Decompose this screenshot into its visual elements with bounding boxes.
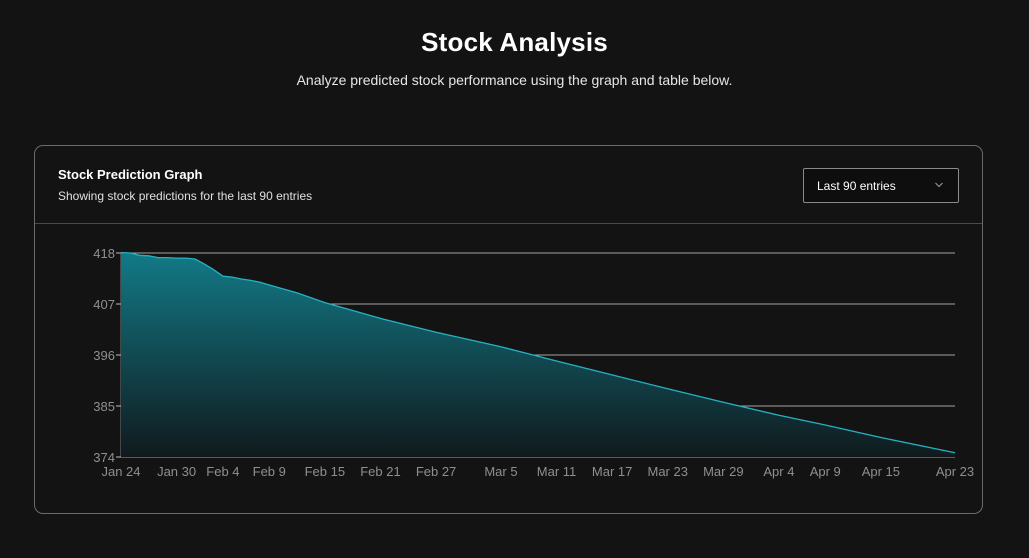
x-tick-label: Apr 15	[862, 464, 900, 479]
x-tick-label: Feb 9	[253, 464, 286, 479]
y-tick-label: 374	[93, 450, 115, 465]
x-tick-label: Mar 5	[484, 464, 517, 479]
x-tick-label: Mar 17	[592, 464, 632, 479]
series-line	[120, 251, 956, 454]
card-header: Stock Prediction Graph Showing stock pre…	[35, 146, 982, 224]
y-tick-label: 396	[93, 348, 115, 363]
entries-range-select[interactable]: Last 90 entries	[803, 168, 959, 203]
x-tick-label: Mar 29	[703, 464, 743, 479]
x-tick-label: Apr 4	[763, 464, 794, 479]
page-title: Stock Analysis	[421, 27, 608, 57]
card-title: Stock Prediction Graph	[58, 167, 203, 182]
x-tick-label: Jan 30	[157, 464, 196, 479]
entries-range-select-value: Last 90 entries	[817, 179, 896, 193]
x-tick-label: Feb 21	[360, 464, 400, 479]
area-fill	[121, 252, 955, 457]
x-tick-label: Feb 15	[305, 464, 345, 479]
x-tick-label: Mar 23	[647, 464, 687, 479]
y-tick-label: 407	[93, 297, 115, 312]
x-tick-label: Feb 27	[416, 464, 456, 479]
y-tick-label: 385	[93, 399, 115, 414]
x-tick-label: Mar 11	[537, 464, 577, 479]
x-tick-label: Jan 24	[101, 464, 140, 479]
y-tick-label: 418	[93, 246, 115, 261]
x-tick-label: Feb 4	[206, 464, 239, 479]
chevron-down-icon	[935, 182, 943, 188]
x-tick-label: Apr 9	[810, 464, 841, 479]
page-subtitle: Analyze predicted stock performance usin…	[296, 72, 733, 88]
x-tick-label: Apr 23	[936, 464, 974, 479]
card-description: Showing stock predictions for the last 9…	[58, 189, 313, 203]
